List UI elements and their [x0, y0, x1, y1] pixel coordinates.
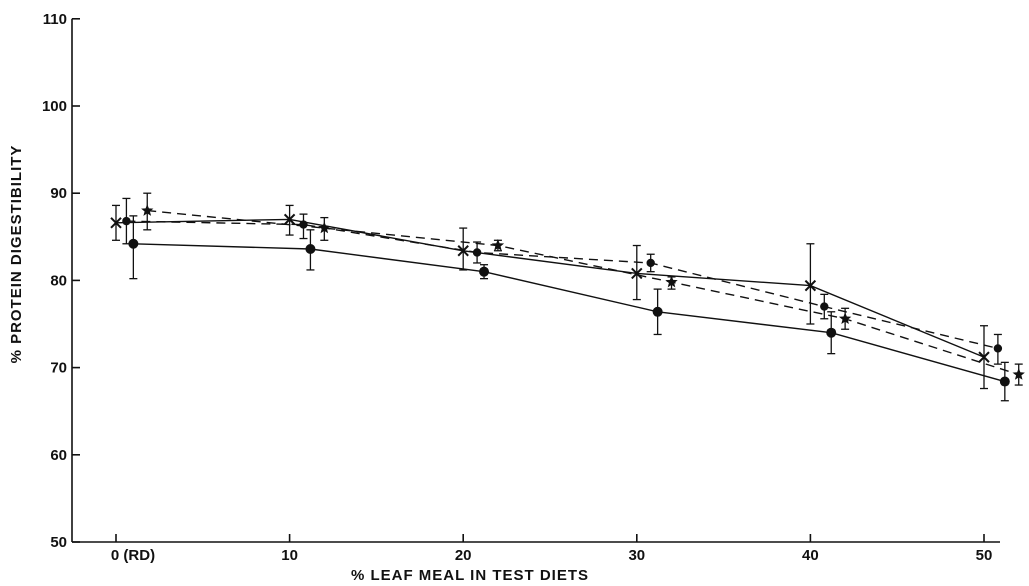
x-axis-title: % LEAF MEAL IN TEST DIETS [351, 567, 589, 584]
series-3-point-4 [826, 327, 837, 338]
series-2-point-5 [1012, 368, 1025, 380]
series-1 [122, 197, 1003, 365]
series-0-point-0-stroke-b [110, 217, 122, 229]
series-0-point-5-stroke-b [978, 351, 990, 363]
series-2-point-3 [665, 275, 678, 288]
series-0-point-0 [110, 217, 122, 229]
series-0-point-1 [283, 213, 296, 226]
series-3-point-3 [652, 306, 663, 317]
y-tick-label-0: 50 [50, 534, 67, 551]
series-1-point-3 [646, 258, 655, 268]
series-3-line [133, 243, 1005, 383]
series-0-point-3-stroke-b [631, 267, 643, 280]
series-1-line [126, 220, 999, 350]
series-3 [128, 215, 1010, 402]
series-0-point-1-stroke-b [283, 213, 296, 226]
y-tick-label-2: 70 [50, 360, 67, 377]
series-3-point-1 [305, 244, 316, 255]
axes [71, 18, 1000, 543]
x-tick-label-0: 0 (RD) [111, 547, 155, 564]
y-tick-label-6: 110 [43, 11, 67, 28]
series-2-line [147, 209, 1019, 376]
series-0-error-bar-4 [806, 243, 815, 325]
series-2 [141, 192, 1025, 386]
series-3-point-0 [128, 238, 139, 249]
series-1-point-0 [122, 216, 131, 226]
series-0-point-4-stroke-b [804, 279, 817, 292]
series-1-point-1 [299, 220, 308, 229]
series-2-point-0 [141, 204, 154, 216]
y-tick-label-5: 100 [42, 98, 67, 115]
series-3-point-2 [479, 266, 490, 277]
series-3-point-5 [999, 376, 1010, 387]
series-0-point-5 [978, 351, 990, 363]
y-tick-label-4: 90 [50, 185, 67, 202]
x-tick-label-1: 10 [281, 547, 298, 564]
x-tick-label-2: 20 [455, 547, 472, 564]
y-axis-title: % PROTEIN DIGESTIBILITY [8, 145, 25, 364]
series-0-point-3 [631, 267, 643, 280]
series-0-point-4 [804, 279, 817, 292]
y-tick-label-1: 60 [50, 447, 67, 464]
y-tick-label-3: 80 [50, 272, 67, 289]
x-tick-label-4: 40 [802, 547, 819, 564]
x-ticks: 0 (RD) 10 20 30 40 50 [111, 534, 992, 564]
series-layer [110, 192, 1025, 402]
series-1-point-4 [820, 302, 829, 311]
x-tick-label-3: 30 [628, 547, 645, 564]
series-2-point-2 [491, 239, 505, 251]
series-1-point-2 [472, 248, 482, 257]
series-0 [110, 204, 990, 390]
series-1-point-5 [993, 344, 1003, 353]
series-0-line [115, 218, 985, 358]
series-2-point-4 [838, 312, 852, 324]
y-ticks: 50 60 70 80 90 100 110 [42, 11, 80, 551]
series-2-point-1 [318, 221, 331, 234]
x-tick-label-5: 50 [976, 547, 993, 564]
